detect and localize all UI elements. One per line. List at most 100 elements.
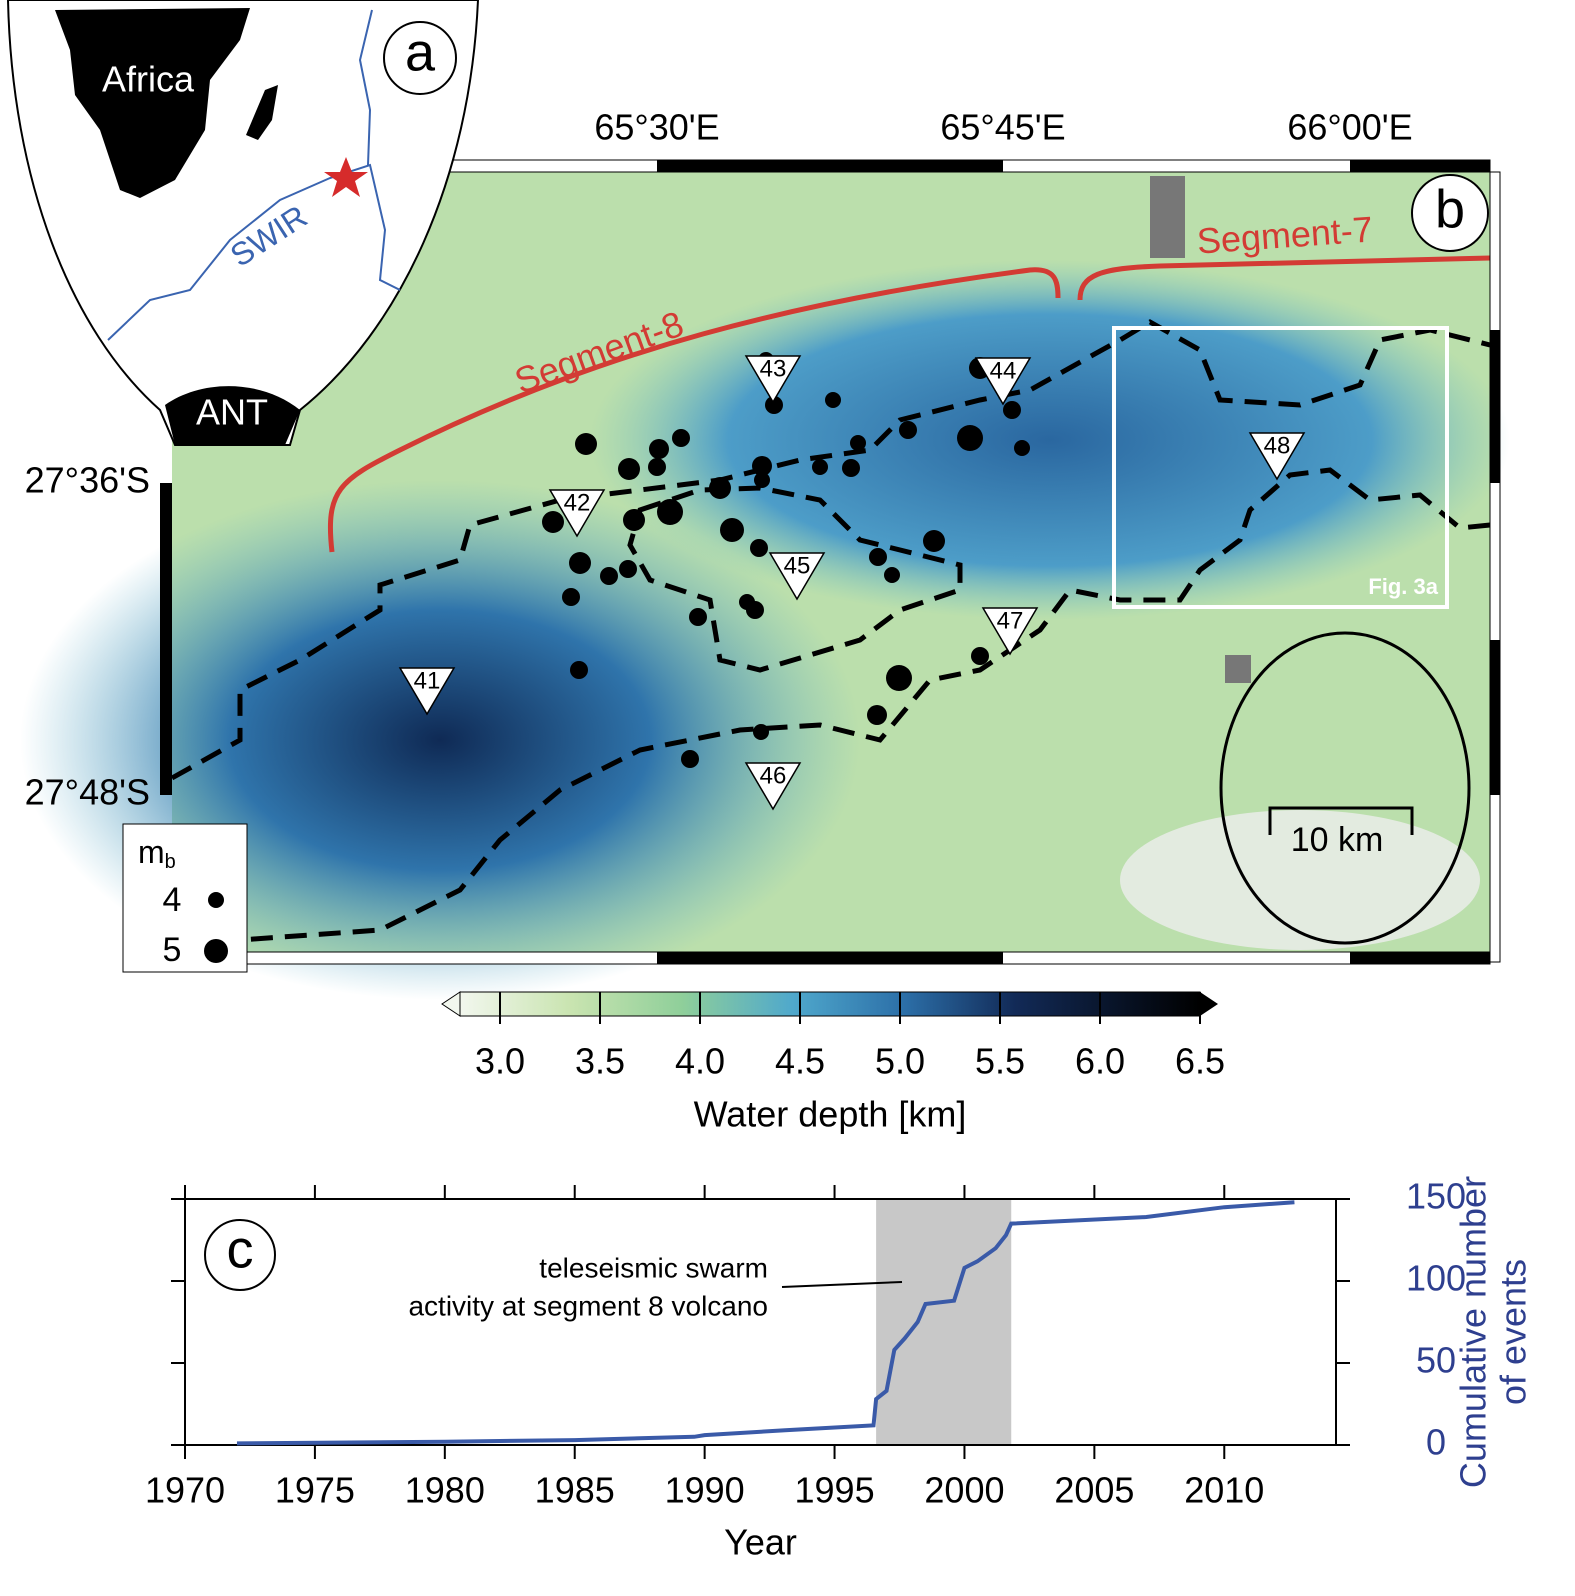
ridge-line [358,9,373,166]
antarctica-shape [165,386,300,445]
x-tick-label: 2005 [1054,1470,1134,1511]
legend-label: 5 [163,931,182,969]
y2-axis-label: Cumulative number [1453,1176,1494,1488]
contour [627,485,963,673]
colorbar-tick-label: 3.5 [575,1041,625,1082]
segment-line [327,267,1061,553]
y2-tick-label: 50 [1416,1340,1456,1381]
frame-tick [1350,952,1490,964]
station-marker [1248,432,1306,481]
station-marker [548,489,606,538]
chart: c 1970 1975 1980 1985 1990 1995 2000 2005 2010 0 5… [145,1176,1534,1563]
deep-basin [590,260,1510,620]
station-marker [981,607,1039,656]
station-label: 41 [414,667,441,694]
antarctica-label: ANT [196,392,268,433]
colorbar-tick-label: 4.0 [675,1041,725,1082]
annotation: activity at segment 8 volcano [408,1290,768,1321]
legend-symbol [204,939,228,963]
frame-tick [1490,330,1500,483]
gap [1150,176,1185,258]
error-ellipse [1219,631,1471,945]
station-marker [768,552,826,601]
x-tick-label: 1980 [405,1470,485,1511]
colorbar-ramp [459,991,1201,1017]
x-tick-label: 1975 [275,1470,355,1511]
colorbar-tick-label: 5.5 [975,1041,1025,1082]
station-marker [398,667,456,716]
y2-tick-label: 0 [1426,1422,1446,1463]
africa-shape [55,8,250,198]
stations: 41 42 43 44 45 46 47 48 [398,355,1306,811]
inset-label: Fig. 3a [1368,574,1438,599]
frame-tick [657,160,1003,172]
cumulative-line [236,1200,1295,1446]
lon-label: 65°45'E [940,107,1065,148]
lon-label: 66°00'E [1287,107,1412,148]
legend-title-sub: b [165,851,176,873]
gap [1225,655,1251,683]
frame-tick [657,952,1003,964]
colorbar-extension [1200,992,1218,1016]
earthquakes [542,352,1030,768]
panel-label-circle [1411,174,1489,252]
shaded-span [876,1199,1012,1445]
plot-frame [184,1198,1337,1446]
legend-symbol [208,892,224,908]
x-tick-label: 1995 [795,1470,875,1511]
colorbar-tick-label: 3.0 [475,1041,525,1082]
panel-label: b [1435,179,1465,239]
location-star [324,157,368,197]
station-marker [974,357,1032,406]
colorbar: Water depth [km] 3.0 3.5 4.0 4.5 5.0 5.5 6.0 6.… [441,991,1225,1135]
legend-title-main: m [138,834,165,870]
legend-label: 4 [163,881,182,919]
station-label: 45 [784,552,811,579]
y2-axis-label: of events [1493,1259,1534,1405]
lat-label: 27°36'S [25,460,150,501]
x-tick-label: 2010 [1184,1470,1264,1511]
station-label: 47 [997,607,1024,634]
madagascar-shape [246,85,278,140]
x-tick-label: 1970 [145,1470,225,1511]
legend-title: mb [138,834,176,873]
frame-right [1489,171,1501,963]
frame-tick [1350,160,1490,172]
inset-box [1112,326,1449,609]
colorbar-tick-label: 5.0 [875,1041,925,1082]
colorbar-tick-label: 6.0 [1075,1041,1125,1082]
inset-globe: Africa SWIR ANT a [6,0,480,446]
x-tick-label: 1985 [535,1470,615,1511]
lat-label: 27°48'S [25,772,150,813]
x-axis-label: Year [724,1522,797,1563]
frame-tick [1490,640,1500,795]
x-tick-label: 1990 [665,1470,745,1511]
annotation: teleseismic swarm [539,1252,768,1283]
colorbar-label: Water depth [km] [694,1094,967,1135]
colorbar-tick-label: 4.5 [775,1041,825,1082]
station-label: 44 [990,357,1017,384]
y2-tick-label: 150 [1406,1176,1466,1217]
y2-tick-label: 100 [1406,1258,1466,1299]
frame-tick [160,483,172,795]
lon-label: 65°30'E [594,107,719,148]
panel-label: c [227,1219,254,1279]
continent-label: Africa [102,59,195,100]
colorbar-tick-label: 6.5 [1175,1041,1225,1082]
ridge-line [107,163,401,341]
station-label: 43 [760,355,787,382]
panel-label-circle [204,1219,276,1291]
panel-label: a [405,22,436,82]
station-label: 42 [564,489,591,516]
station-marker [744,355,802,404]
x-tick-label: 2000 [924,1470,1004,1511]
scale-bar-label: 10 km [1291,821,1384,859]
station-marker [744,762,802,811]
contour [170,319,1491,943]
scale-bar [1268,806,1414,835]
shallow-area [1120,810,1480,950]
station-label: 46 [760,762,787,789]
station-label: 48 [1264,432,1291,459]
panel-label-circle [383,21,457,95]
